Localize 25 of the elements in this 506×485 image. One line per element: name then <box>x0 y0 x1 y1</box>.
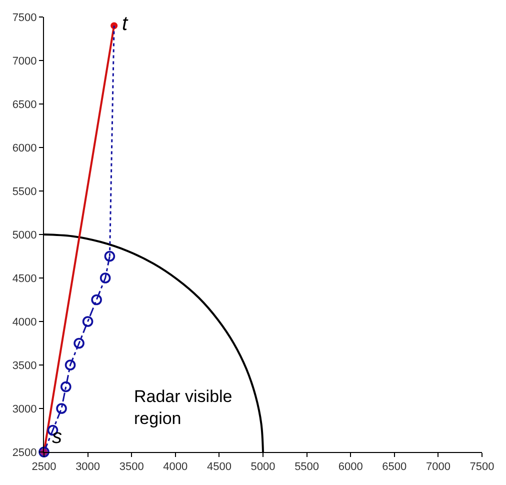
y-tick-label: 4500 <box>12 272 37 285</box>
y-tick-label: 3500 <box>12 360 37 372</box>
annotation: s <box>52 426 62 448</box>
x-tick-label: 7000 <box>426 461 450 474</box>
annotation: Radar visible region <box>134 387 232 428</box>
annotation: t <box>122 13 129 35</box>
y-tick-label: 5000 <box>12 229 37 242</box>
y-tick-label: 4000 <box>12 316 37 328</box>
x-tick-label: 3000 <box>76 461 100 474</box>
x-tick-label: 4000 <box>163 461 188 474</box>
x-tick-label: 5500 <box>294 461 320 474</box>
x-tick-label: 7500 <box>470 461 494 474</box>
x-tick-label: 2500 <box>32 461 56 474</box>
x-tick-label: 6500 <box>382 461 407 474</box>
x-tick-label: 6000 <box>338 461 363 474</box>
y-tick-label: 7500 <box>12 12 37 24</box>
y-tick-label: 6500 <box>12 98 37 111</box>
x-tick-label: 5000 <box>250 461 276 474</box>
x-tick-label: 4500 <box>206 461 232 474</box>
y-tick-label: 2500 <box>12 446 37 459</box>
y-tick-label: 6000 <box>12 142 37 154</box>
x-tick-label: 3500 <box>119 461 144 474</box>
y-tick-label: 5500 <box>12 186 37 198</box>
y-tick-label: 7000 <box>12 55 37 68</box>
y-tick-label: 3000 <box>12 403 37 416</box>
